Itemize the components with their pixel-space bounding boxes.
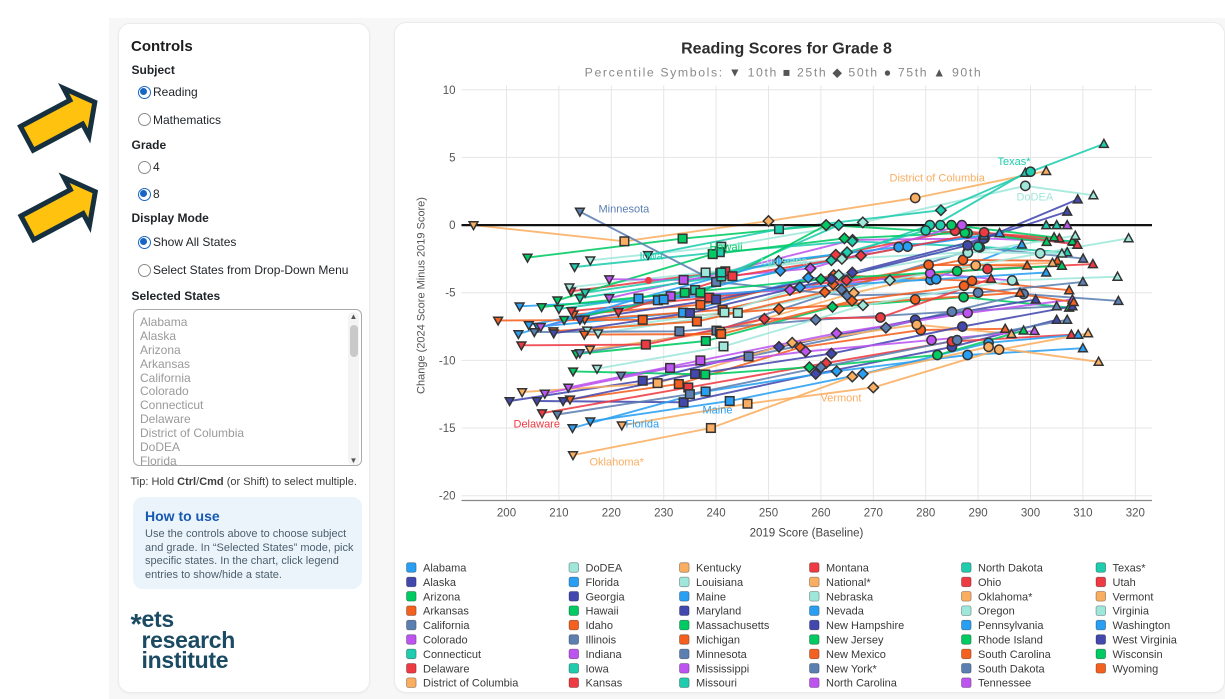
svg-text:Oregon: Oregon	[978, 605, 1015, 617]
svg-text:California: California	[423, 620, 470, 632]
svg-text:Florida: Florida	[625, 418, 660, 430]
svg-text:Maine: Maine	[696, 591, 726, 603]
svg-text:260: 260	[811, 507, 830, 519]
svg-text:10: 10	[442, 84, 455, 96]
svg-text:North Dakota: North Dakota	[978, 562, 1044, 574]
svg-text:Arizona: Arizona	[423, 591, 461, 603]
svg-text:District of Columbia: District of Columbia	[889, 172, 985, 184]
svg-text:Change (2024 Score Minus 2019: Change (2024 Score Minus 2019 Score)	[415, 197, 427, 394]
svg-text:Colorado: Colorado	[423, 634, 468, 646]
svg-text:Connecticut: Connecticut	[423, 648, 481, 660]
svg-text:Iowa: Iowa	[585, 663, 609, 675]
svg-text:-5: -5	[445, 287, 455, 299]
svg-text:Utah: Utah	[1112, 576, 1135, 588]
svg-text:Maine: Maine	[702, 404, 732, 416]
svg-text:New York*: New York*	[826, 663, 877, 675]
svg-text:South Carolina: South Carolina	[978, 648, 1052, 660]
svg-text:Nevada: Nevada	[826, 605, 865, 617]
svg-text:-20: -20	[438, 490, 455, 502]
svg-text:New Mexico: New Mexico	[826, 648, 886, 660]
svg-text:Wisconsin: Wisconsin	[1112, 648, 1162, 660]
svg-text:District of Columbia: District of Columbia	[423, 677, 519, 689]
svg-text:South Dakota: South Dakota	[978, 663, 1046, 675]
svg-text:Vermont: Vermont	[1112, 591, 1153, 603]
svg-text:Oklahoma*: Oklahoma*	[589, 456, 644, 468]
svg-text:Pennsylvania: Pennsylvania	[978, 620, 1044, 632]
svg-text:Nebraska: Nebraska	[826, 591, 874, 603]
svg-text:Delaware: Delaware	[423, 663, 469, 675]
svg-text:Hawaii: Hawaii	[585, 605, 618, 617]
svg-text:Kentucky: Kentucky	[696, 562, 742, 574]
svg-text:Maryland: Maryland	[696, 605, 741, 617]
svg-text:280: 280	[916, 507, 935, 519]
svg-text:Rhode Island: Rhode Island	[978, 634, 1043, 646]
svg-text:Texas*: Texas*	[997, 156, 1031, 168]
svg-text:Louisiana: Louisiana	[760, 255, 808, 267]
svg-text:5: 5	[449, 152, 455, 164]
svg-text:New Jersey: New Jersey	[826, 634, 884, 646]
svg-text:Idaho: Idaho	[585, 620, 613, 632]
svg-text:Massachusetts: Massachusetts	[696, 620, 770, 632]
svg-text:2019 Score (Baseline): 2019 Score (Baseline)	[749, 527, 863, 539]
svg-text:270: 270	[863, 507, 882, 519]
svg-text:Montana: Montana	[826, 562, 870, 574]
svg-text:0: 0	[449, 220, 455, 232]
svg-text:-15: -15	[438, 423, 455, 435]
svg-text:Washington: Washington	[1112, 620, 1170, 632]
svg-text:Virginia: Virginia	[1112, 605, 1149, 617]
svg-text:Illinois: Illinois	[585, 634, 616, 646]
svg-text:Ohio: Ohio	[978, 576, 1001, 588]
svg-text:National*: National*	[826, 576, 871, 588]
svg-text:Louisiana: Louisiana	[696, 576, 744, 588]
svg-text:Delaware: Delaware	[513, 418, 559, 430]
svg-text:Vermont: Vermont	[820, 392, 861, 404]
svg-text:320: 320	[1125, 507, 1144, 519]
svg-text:Minnesota: Minnesota	[696, 648, 748, 660]
svg-text:240: 240	[706, 507, 725, 519]
svg-text:Georgia: Georgia	[585, 591, 625, 603]
svg-text:Oklahoma*: Oklahoma*	[978, 591, 1033, 603]
svg-text:Percentile Symbols: ▼ 10th ■ 2: Percentile Symbols: ▼ 10th ■ 25th ◆ 50th…	[584, 65, 982, 79]
svg-text:Missouri: Missouri	[696, 677, 737, 689]
svg-text:230: 230	[654, 507, 673, 519]
svg-text:Alaska: Alaska	[423, 576, 457, 588]
svg-text:Mississippi: Mississippi	[696, 663, 749, 675]
svg-text:Reading Scores for Grade 8: Reading Scores for Grade 8	[681, 40, 892, 57]
svg-text:Iowa: Iowa	[639, 250, 663, 262]
svg-text:290: 290	[968, 507, 987, 519]
svg-text:DoDEA: DoDEA	[585, 562, 622, 574]
svg-text:Michigan: Michigan	[696, 634, 740, 646]
svg-text:New Hampshire: New Hampshire	[826, 620, 904, 632]
svg-text:Wyoming: Wyoming	[1112, 663, 1158, 675]
svg-text:220: 220	[601, 507, 620, 519]
svg-text:Hawaii: Hawaii	[709, 241, 742, 253]
svg-text:Alabama: Alabama	[423, 562, 467, 574]
svg-text:250: 250	[758, 507, 777, 519]
svg-text:Kansas: Kansas	[585, 677, 622, 689]
svg-text:Minnesota: Minnesota	[598, 203, 650, 215]
svg-text:Arkansas: Arkansas	[423, 605, 469, 617]
svg-text:North Carolina: North Carolina	[826, 677, 898, 689]
svg-text:Florida: Florida	[585, 576, 620, 588]
svg-text:200: 200	[496, 507, 515, 519]
svg-text:DoDEA: DoDEA	[1016, 191, 1053, 203]
svg-text:210: 210	[549, 507, 568, 519]
svg-text:Texas*: Texas*	[1112, 562, 1146, 574]
svg-text:300: 300	[1020, 507, 1039, 519]
svg-text:Indiana: Indiana	[585, 648, 622, 660]
svg-text:Tennessee: Tennessee	[978, 677, 1031, 689]
svg-text:-10: -10	[438, 355, 455, 367]
svg-text:310: 310	[1073, 507, 1092, 519]
svg-text:West Virginia: West Virginia	[1112, 634, 1177, 646]
